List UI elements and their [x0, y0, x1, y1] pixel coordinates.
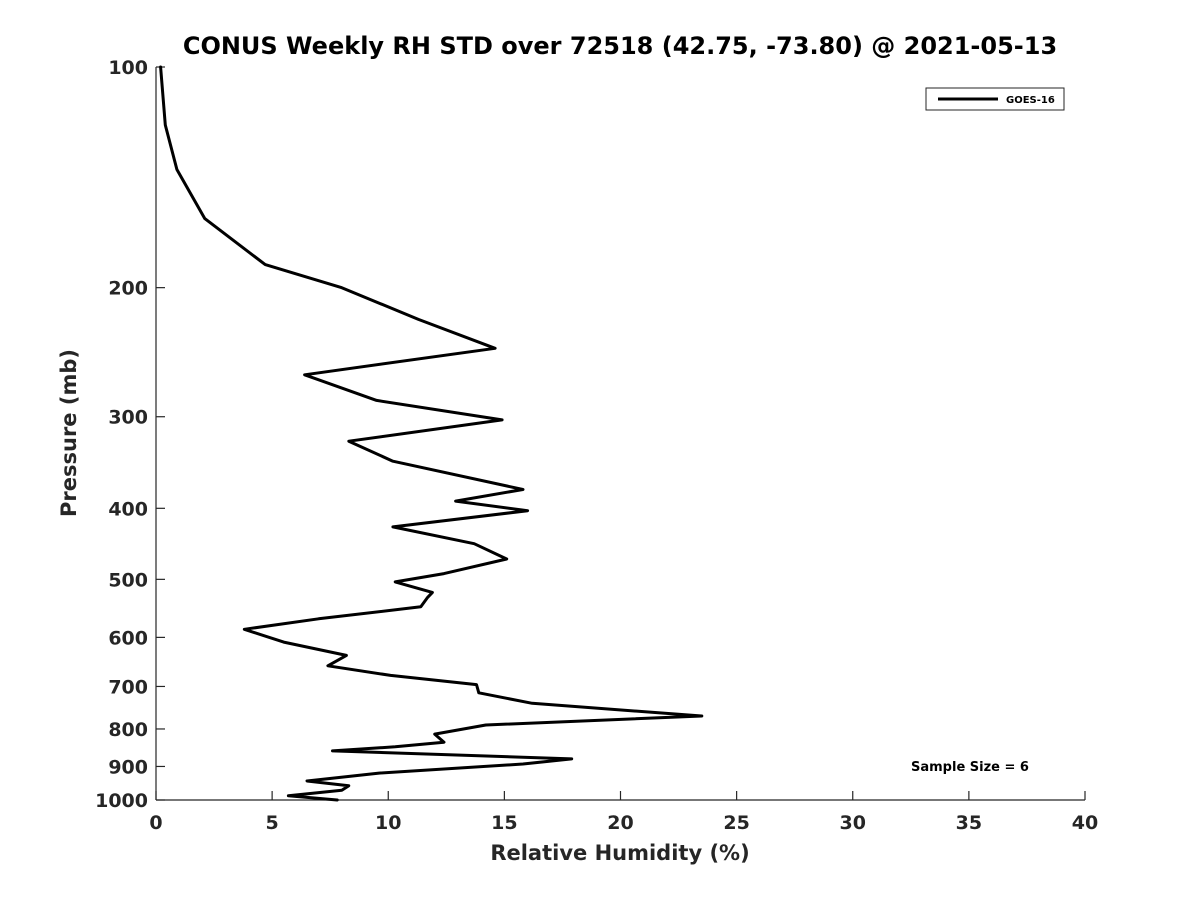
plot-frame — [156, 67, 1085, 800]
x-tick-label: 40 — [1072, 812, 1098, 834]
y-tick-label: 1000 — [95, 790, 148, 812]
series-line-goes-16 — [159, 65, 704, 802]
y-tick-label: 300 — [108, 407, 148, 429]
y-ticks: 100 200 300 400 500 600 700 800 900 1000 — [95, 57, 165, 812]
y-tick-label: 600 — [108, 627, 148, 649]
y-tick-label: 100 — [108, 57, 148, 79]
x-tick-label: 30 — [840, 812, 866, 834]
y-tick-label: 700 — [108, 676, 148, 698]
y-axis-label: Pressure (mb) — [57, 349, 81, 517]
y-tick-label: 400 — [108, 498, 148, 520]
chart-title: CONUS Weekly RH STD over 72518 (42.75, -… — [183, 32, 1057, 60]
x-tick-label: 0 — [149, 812, 162, 834]
legend: GOES-16 — [925, 87, 1065, 111]
x-tick-label: 20 — [607, 812, 633, 834]
y-tick-label: 500 — [108, 569, 148, 591]
plot-area: 0 5 10 15 20 25 30 35 40 100 200 300 400 500 600 700 80… — [95, 57, 1098, 834]
y-tick-label: 900 — [108, 756, 148, 778]
x-tick-label: 15 — [491, 812, 517, 834]
x-ticks: 0 5 10 15 20 25 30 35 40 — [149, 791, 1098, 834]
y-tick-label: 800 — [108, 719, 148, 741]
x-tick-label: 35 — [956, 812, 982, 834]
x-tick-label: 10 — [375, 812, 401, 834]
y-tick-label: 200 — [108, 278, 148, 300]
x-axis-label: Relative Humidity (%) — [490, 841, 749, 865]
sample-size-annotation: Sample Size = 6 — [911, 760, 1029, 775]
legend-entry-goes-16: GOES-16 — [1006, 95, 1055, 106]
x-tick-label: 5 — [266, 812, 279, 834]
x-tick-label: 25 — [723, 812, 749, 834]
